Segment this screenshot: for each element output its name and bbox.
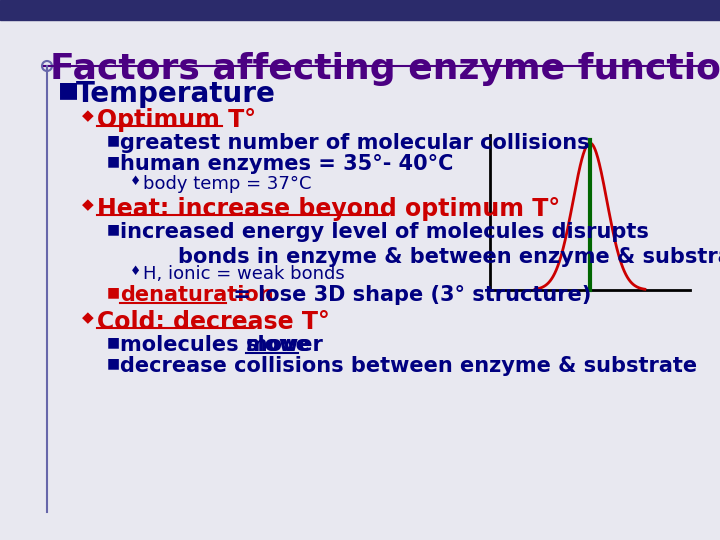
Text: Heat: increase beyond optimum T°: Heat: increase beyond optimum T° (97, 197, 560, 221)
Text: ◆: ◆ (82, 310, 94, 325)
Text: ◆: ◆ (82, 197, 94, 212)
Text: = lose 3D shape (3° structure): = lose 3D shape (3° structure) (226, 285, 591, 305)
Text: increased energy level of molecules disrupts
        bonds in enzyme & between e: increased energy level of molecules disr… (120, 222, 720, 267)
Text: ■: ■ (107, 222, 120, 236)
Text: ■: ■ (107, 335, 120, 349)
Text: molecules move: molecules move (120, 335, 317, 355)
Text: ■: ■ (107, 356, 120, 370)
Text: ■: ■ (107, 285, 120, 299)
Text: decrease collisions between enzyme & substrate: decrease collisions between enzyme & sub… (120, 356, 697, 376)
Text: Cold: decrease T°: Cold: decrease T° (97, 310, 330, 334)
Text: ■: ■ (58, 80, 79, 100)
Bar (0, 0, 720, 20)
Text: slower: slower (246, 335, 324, 355)
Text: ◆: ◆ (82, 108, 94, 123)
Text: denaturation: denaturation (120, 285, 274, 305)
Text: H, ionic = weak bonds: H, ionic = weak bonds (143, 265, 345, 283)
Text: ■: ■ (107, 154, 120, 168)
Text: ♦: ♦ (130, 265, 141, 278)
Text: ♦: ♦ (130, 175, 141, 188)
Text: ■: ■ (107, 133, 120, 147)
Text: Factors affecting enzyme function: Factors affecting enzyme function (50, 52, 720, 86)
Text: body temp = 37°C: body temp = 37°C (143, 175, 312, 193)
Text: Optimum T°: Optimum T° (97, 108, 256, 132)
Text: Temperature: Temperature (76, 80, 276, 108)
Text: human enzymes = 35°- 40°C: human enzymes = 35°- 40°C (120, 154, 454, 174)
Text: greatest number of molecular collisions: greatest number of molecular collisions (120, 133, 590, 153)
